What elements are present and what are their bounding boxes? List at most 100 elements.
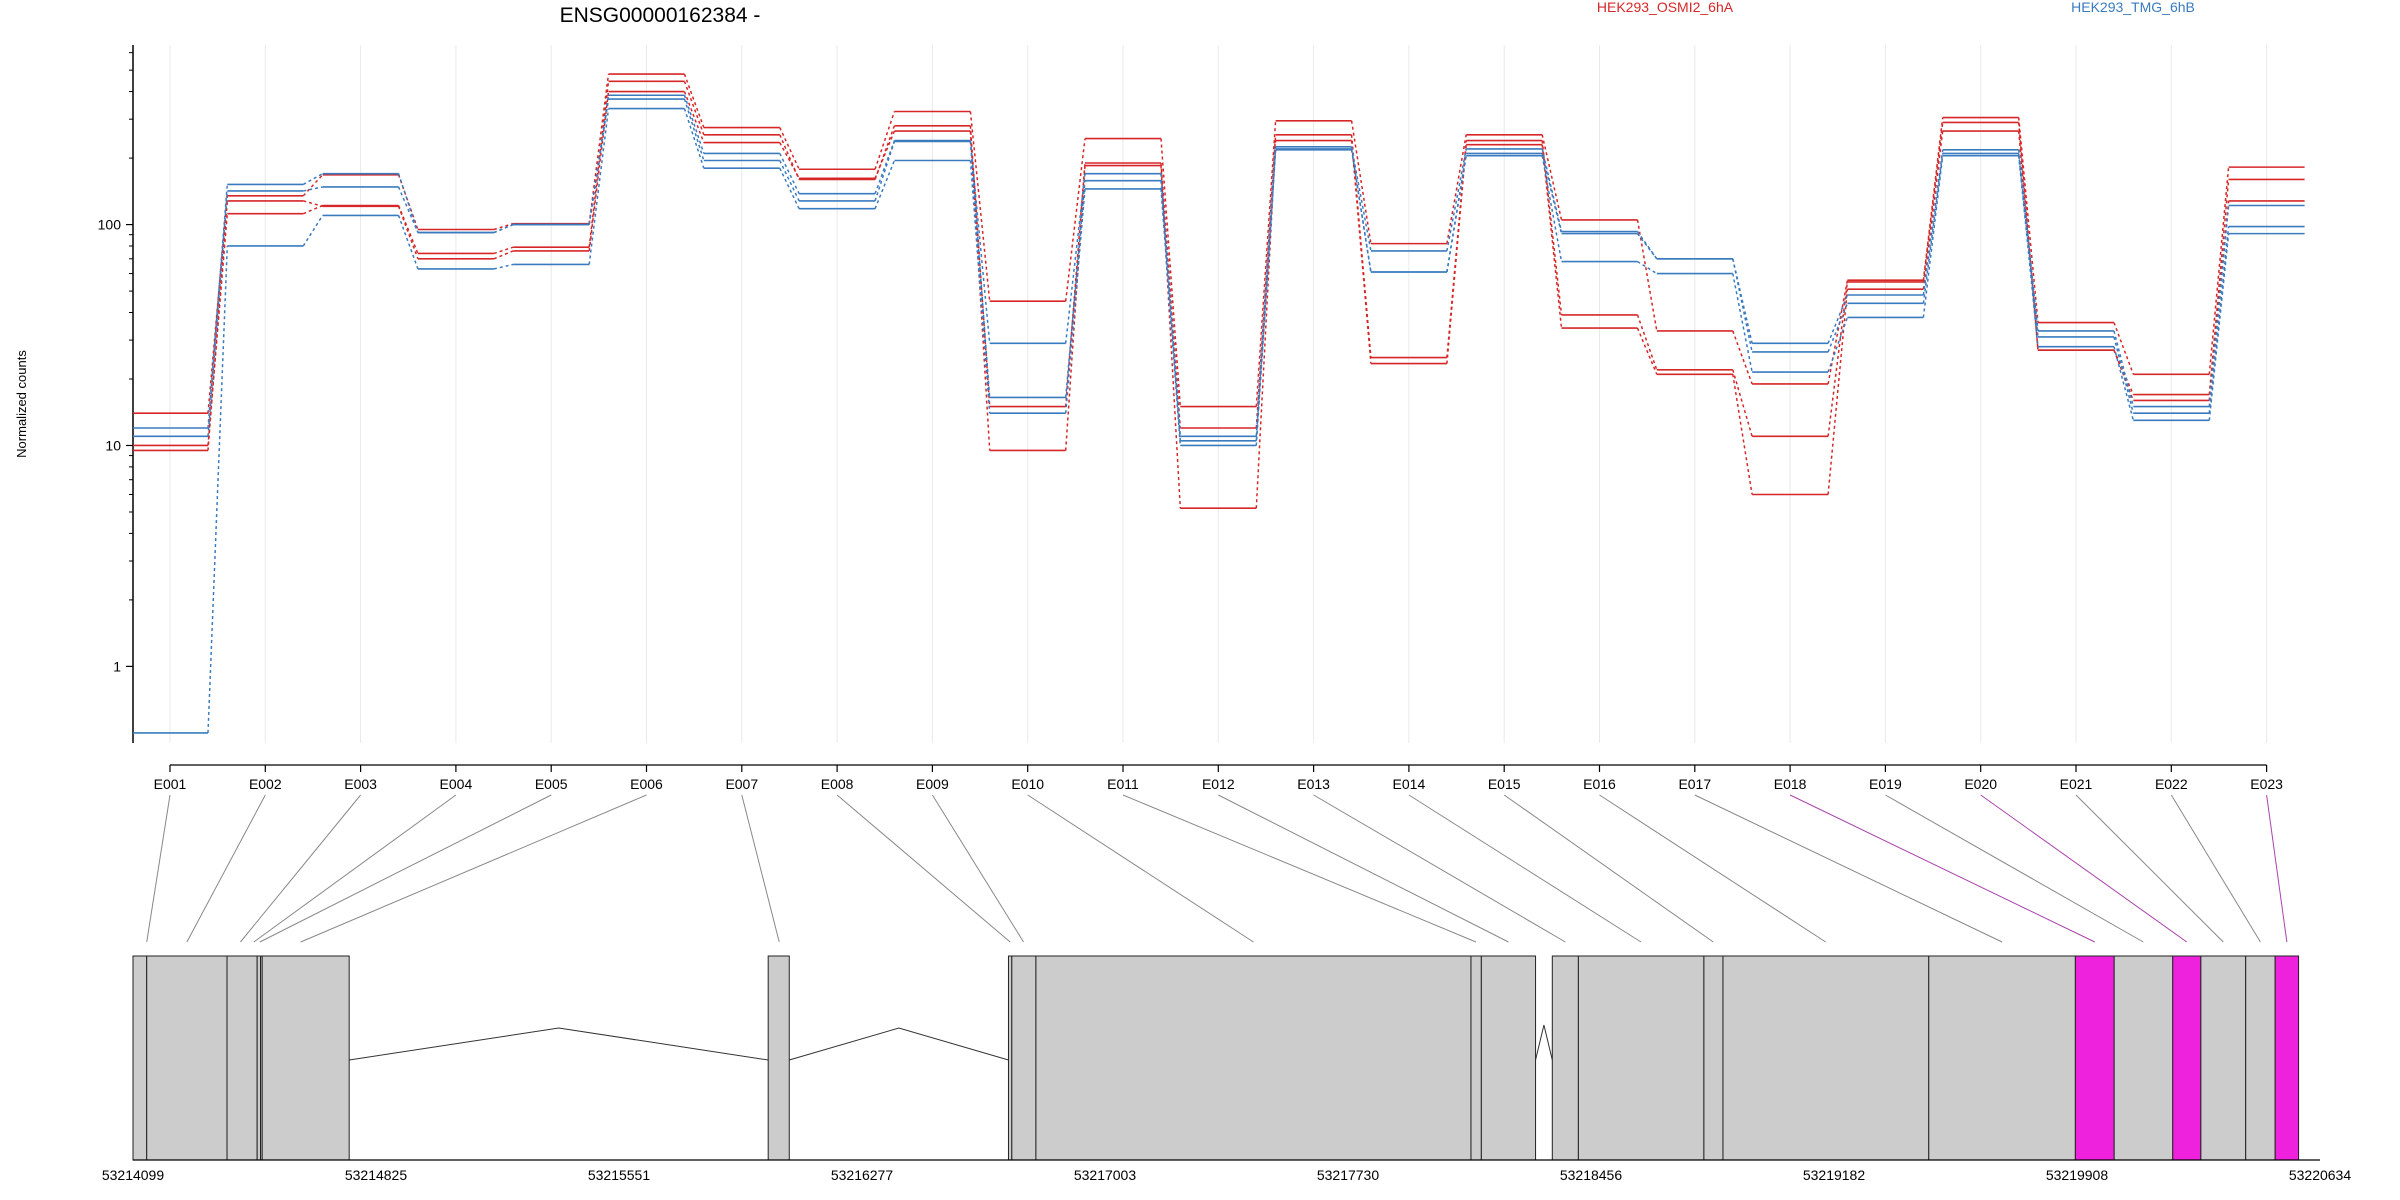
series-connector	[1636, 327, 1658, 375]
genomic-tick-label: 53219182	[1803, 1167, 1866, 1183]
series-connector	[874, 141, 896, 202]
series-connector	[1446, 134, 1467, 244]
series-connector	[493, 222, 514, 231]
series-connector	[1350, 140, 1372, 364]
series-connector	[2208, 233, 2230, 421]
series-connector	[1064, 180, 1086, 398]
x-tick-label: E010	[1011, 776, 1044, 792]
series-connector	[683, 73, 705, 128]
series-connector	[1064, 188, 1086, 414]
exon-mapping-line	[1885, 794, 2144, 943]
genomic-tick-label: 53214099	[102, 1167, 165, 1183]
x-tick-label: E004	[440, 776, 473, 792]
series-connector	[1732, 273, 1753, 373]
series-connector	[2208, 226, 2230, 414]
exon-box	[132, 955, 148, 1161]
x-tick-label: E014	[1393, 776, 1426, 792]
series-connector	[779, 127, 800, 170]
intron-connector	[349, 1027, 769, 1061]
series-group	[133, 107, 2305, 734]
series-connector	[969, 141, 991, 398]
x-tick-label: E011	[1107, 776, 1139, 792]
series-connector	[1827, 281, 1849, 437]
chart-title: ENSG00000162384 -	[560, 4, 761, 27]
exon-mapping-line	[1503, 794, 1714, 943]
exon-box	[1928, 955, 2076, 1161]
exon-box	[2245, 955, 2276, 1161]
series-connector	[397, 206, 419, 260]
series-connector	[1255, 146, 1277, 437]
series-connector	[2208, 179, 2230, 395]
series-connector	[1064, 173, 1086, 344]
series-connector	[1827, 317, 1849, 373]
series-connector	[1255, 120, 1277, 407]
series-connector	[1541, 140, 1563, 315]
series-connector	[303, 200, 323, 208]
series-connector	[1732, 258, 1753, 353]
series-connector	[2113, 336, 2135, 414]
y-tick-label: 1	[113, 658, 121, 674]
y-tick-label: 10	[105, 437, 121, 453]
series-connector	[969, 140, 991, 344]
x-tick-label: E006	[630, 776, 663, 792]
genomic-tick-label: 53217730	[1317, 1167, 1380, 1183]
series-connector	[1541, 153, 1563, 234]
series-connector	[1732, 369, 1753, 437]
series-connector	[588, 108, 610, 265]
x-tick-label: E009	[916, 776, 949, 792]
series-connector	[1732, 374, 1753, 495]
series-connector	[397, 173, 419, 233]
series-connector	[1922, 130, 1944, 290]
x-tick-label: E008	[821, 776, 854, 792]
exon-box	[1011, 955, 1037, 1161]
exon-mapping-line	[1408, 794, 1642, 943]
exon-box	[767, 955, 790, 1161]
series-connector	[397, 186, 419, 233]
series-connector	[2113, 346, 2135, 421]
exon-mapping-line	[836, 794, 1011, 943]
exon-box	[2113, 955, 2174, 1161]
series-connector	[874, 130, 896, 179]
series-connector	[779, 167, 800, 210]
series-connector	[1064, 162, 1086, 407]
genomic-tick-label: 53214825	[345, 1167, 408, 1183]
series-connector	[2017, 122, 2039, 351]
series-connector	[1827, 303, 1849, 353]
exon-box	[146, 955, 228, 1161]
exon-box	[226, 955, 258, 1161]
series-connector	[874, 160, 896, 209]
genomic-tick-label: 53216277	[831, 1167, 894, 1183]
series-connector	[779, 134, 800, 180]
series-connector	[1446, 155, 1467, 273]
series-connector	[302, 173, 323, 186]
x-tick-label: E016	[1583, 776, 1616, 792]
x-tick-label: E007	[725, 776, 758, 792]
series-connector	[1255, 134, 1277, 429]
series-group	[133, 94, 2305, 438]
series-connector	[1827, 280, 1849, 385]
series-connector	[2017, 155, 2039, 347]
exon-mapping-line	[253, 794, 457, 943]
exon-mapping-line	[2266, 794, 2288, 943]
series-connector	[1446, 148, 1467, 252]
series-connector	[1636, 219, 1658, 332]
genomic-tick-label: 53220634	[2289, 1167, 2352, 1183]
exon-mapping-line	[1980, 794, 2188, 943]
gene-model: 53214099 53214825 53215551 53216277 53217003…	[102, 794, 2352, 1183]
series-connector	[1446, 144, 1467, 364]
exon-mapping-line	[1789, 794, 2095, 943]
series-connector	[1160, 138, 1182, 407]
series-connector	[588, 73, 610, 224]
series-connector	[207, 245, 229, 733]
x-tick-label: E020	[1964, 776, 1997, 792]
exon-box	[2074, 955, 2115, 1161]
x-tick-label: E003	[344, 776, 377, 792]
exon-box	[2172, 955, 2202, 1161]
exon-box	[256, 955, 262, 1161]
series-connector	[683, 95, 705, 154]
exon-mapping-line	[741, 794, 780, 943]
series-connector	[969, 111, 991, 302]
series-connector	[207, 190, 229, 437]
series-connector	[1827, 294, 1849, 344]
